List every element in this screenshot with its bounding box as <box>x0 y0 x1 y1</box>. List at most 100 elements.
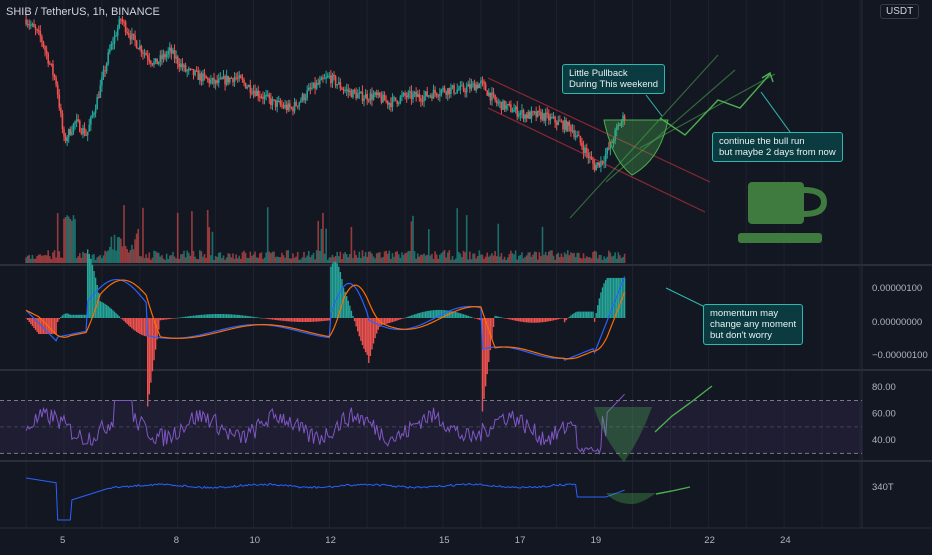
volume-bar <box>506 257 509 263</box>
candle-body <box>536 110 539 117</box>
candle-body <box>268 94 271 99</box>
currency-selector[interactable]: USDT <box>880 4 920 19</box>
candle-body <box>595 165 597 171</box>
candle-body <box>614 130 616 141</box>
volume-bar <box>548 251 550 263</box>
candle-body <box>456 89 459 93</box>
candle-body <box>462 85 465 91</box>
candle-body <box>513 109 515 112</box>
macd-histogram-bar <box>562 318 564 319</box>
macd-histogram-bar <box>274 318 277 320</box>
volume-bar <box>502 259 504 263</box>
candle-body <box>555 122 558 125</box>
volume-bar <box>611 256 613 263</box>
candle-body <box>296 105 299 107</box>
candle-body <box>199 73 201 80</box>
volume-bar <box>363 256 365 263</box>
pullback-cup <box>603 119 669 176</box>
candle-body <box>240 75 242 79</box>
candle-body <box>366 94 368 101</box>
candle-body <box>546 112 549 114</box>
candle-body <box>397 102 400 104</box>
candle-body <box>259 96 261 98</box>
macd-histogram-bar <box>285 318 288 322</box>
candle-body <box>301 94 304 101</box>
volume-bar <box>590 258 593 263</box>
macd-histogram-bar <box>344 291 346 318</box>
candle-body <box>317 83 320 85</box>
macd-histogram-bar <box>473 318 476 319</box>
candle-body <box>64 136 67 142</box>
candle-body <box>565 120 567 131</box>
candle-body <box>487 92 490 96</box>
macd-histogram-bar <box>451 311 454 318</box>
candle-body <box>315 83 318 89</box>
candle-body <box>473 83 476 91</box>
volume-bar <box>251 255 253 263</box>
volume-bar <box>184 257 187 263</box>
candle-body <box>132 33 135 36</box>
volume-bar <box>353 250 356 263</box>
volume-bar <box>379 252 381 263</box>
macd-histogram-bar <box>150 318 152 383</box>
volume-bar <box>391 253 394 263</box>
macd-histogram-bar <box>551 318 553 321</box>
volume-bar <box>85 253 87 263</box>
candle-body <box>151 63 154 65</box>
candle-body <box>217 78 220 83</box>
volume-bar <box>478 250 481 263</box>
macd-histogram-bar <box>453 311 455 318</box>
volume-bar <box>74 219 76 263</box>
macd-histogram-bar <box>437 309 439 318</box>
candle-body <box>360 91 362 93</box>
macd-histogram-bar <box>118 316 120 318</box>
macd-histogram-bar <box>143 318 146 336</box>
volume-bar <box>203 254 206 263</box>
candle-body <box>552 116 555 118</box>
volume-bar <box>249 251 252 263</box>
candle-body <box>505 105 507 110</box>
macd-histogram-bar <box>102 302 105 318</box>
macd-histogram-bar <box>139 318 141 334</box>
macd-histogram-bar <box>42 318 45 335</box>
volume-bar <box>369 251 372 263</box>
macd-histogram-bar <box>36 318 38 333</box>
volume-bar <box>617 252 620 263</box>
volume-bar <box>53 250 56 263</box>
macd-histogram-bar <box>398 318 400 320</box>
macd-histogram-bar <box>535 318 537 323</box>
macd-histogram-bar <box>369 318 372 356</box>
candle-body <box>364 94 367 99</box>
chart-symbol-title[interactable]: SHIB / TetherUS, 1h, BINANCE <box>6 6 160 18</box>
candle-body <box>187 68 190 71</box>
macd-histogram-bar <box>330 266 332 318</box>
candle-body <box>399 96 402 103</box>
candle-body <box>266 94 269 96</box>
candle-body <box>285 104 288 110</box>
volume-bar <box>285 250 288 263</box>
macd-histogram-bar <box>53 318 56 335</box>
volume-bar <box>164 259 166 263</box>
macd-histogram-bar <box>589 311 591 318</box>
volume-bar <box>194 256 196 263</box>
volume-bar <box>232 253 234 263</box>
volume-bar <box>45 255 48 263</box>
macd-histogram-bar <box>486 318 488 375</box>
volume-bar <box>229 253 231 263</box>
macd-histogram-bar <box>88 254 90 318</box>
volume-bar <box>491 253 493 263</box>
volume-bar <box>604 258 607 263</box>
volume-bar <box>399 257 402 263</box>
volume-bar <box>565 254 567 263</box>
volume-bar <box>405 252 408 263</box>
macd-histogram-bar <box>519 318 522 322</box>
volume-bar <box>511 253 514 263</box>
candle-body <box>574 136 577 138</box>
candle-body <box>25 19 27 25</box>
volume-bar <box>615 258 618 263</box>
volume-bar <box>298 259 301 263</box>
macd-histogram-bar <box>300 318 302 322</box>
macd-histogram-bar <box>273 318 275 320</box>
candle-body <box>319 80 321 85</box>
macd-histogram-bar <box>61 315 64 318</box>
